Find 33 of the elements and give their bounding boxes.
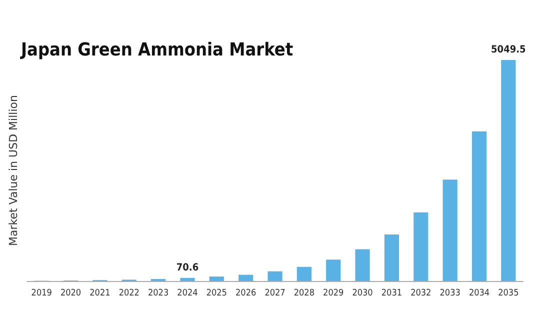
bar — [501, 60, 516, 281]
bar — [442, 180, 458, 281]
x-tick-label: 2020 — [60, 288, 82, 298]
x-tick-label: 2029 — [323, 288, 344, 298]
bar — [268, 271, 282, 281]
x-tick-label: 2022 — [118, 288, 140, 298]
bar — [326, 260, 341, 281]
x-tick-label: 2023 — [148, 288, 169, 298]
bar — [355, 249, 370, 281]
x-tick-label: 2024 — [177, 288, 198, 298]
x-tick-label: 2033 — [440, 288, 460, 298]
x-tick-label: 2021 — [90, 288, 110, 298]
x-tick-label: 2027 — [264, 288, 286, 298]
bar — [472, 131, 487, 281]
x-tick-label: 2031 — [381, 288, 402, 298]
x-tick-label: 2028 — [294, 288, 314, 298]
x-tick-label: 2035 — [498, 288, 519, 298]
bar — [384, 234, 399, 281]
y-axis-title: Market Value in USD Million — [7, 95, 20, 246]
chart-title: Japan Green Ammonia Market — [20, 40, 294, 60]
x-tick-label: 2026 — [236, 288, 256, 298]
x-tick-label: 2030 — [352, 288, 373, 298]
data-label: 5049.5 — [491, 44, 526, 56]
bar — [414, 212, 428, 281]
bar — [238, 274, 254, 281]
bar — [209, 276, 224, 281]
x-tick-label: 2019 — [31, 288, 52, 298]
x-tick-label: 2034 — [468, 288, 490, 298]
data-label: 70.6 — [176, 262, 199, 274]
x-tick-label: 2032 — [410, 288, 432, 298]
bar — [180, 278, 195, 281]
bar — [296, 266, 312, 281]
x-tick-label: 2025 — [206, 288, 227, 298]
